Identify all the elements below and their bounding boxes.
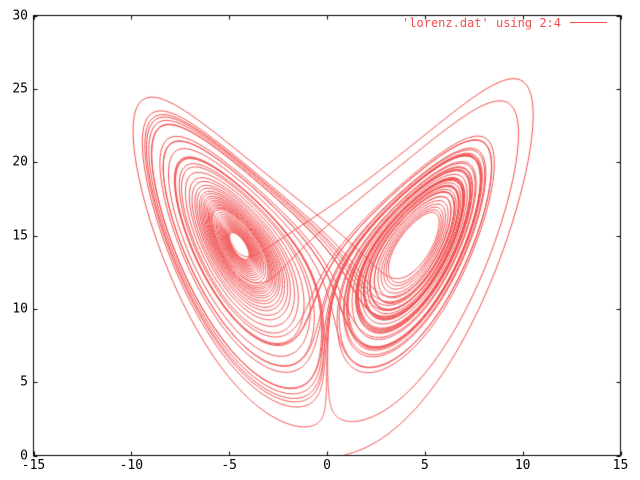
x-axis-tick-label: -10 (119, 458, 144, 473)
x-axis-tick-label: 5 (420, 458, 429, 473)
x-axis-tick-label: -15 (21, 458, 46, 473)
legend: 'lorenz.dat' using 2:4 (402, 16, 607, 29)
x-axis-tick-label: 0 (323, 458, 331, 473)
legend-label: 'lorenz.dat' using 2:4 (402, 15, 561, 30)
y-axis-tick-label: 0 (20, 448, 28, 463)
y-axis-tick-label: 30 (12, 8, 28, 23)
legend-line-sample-icon (570, 22, 607, 23)
y-axis-tick-label: 5 (20, 374, 28, 390)
y-axis-tick-label: 15 (12, 228, 28, 243)
x-axis-tick-label: -5 (221, 458, 237, 473)
x-axis-tick-label: 15 (612, 458, 629, 473)
y-axis-tick-label: 20 (12, 154, 28, 170)
x-axis-tick-label: 10 (514, 458, 531, 473)
y-axis-tick-label: 25 (12, 81, 28, 97)
y-axis-tick-label: 10 (12, 301, 28, 317)
